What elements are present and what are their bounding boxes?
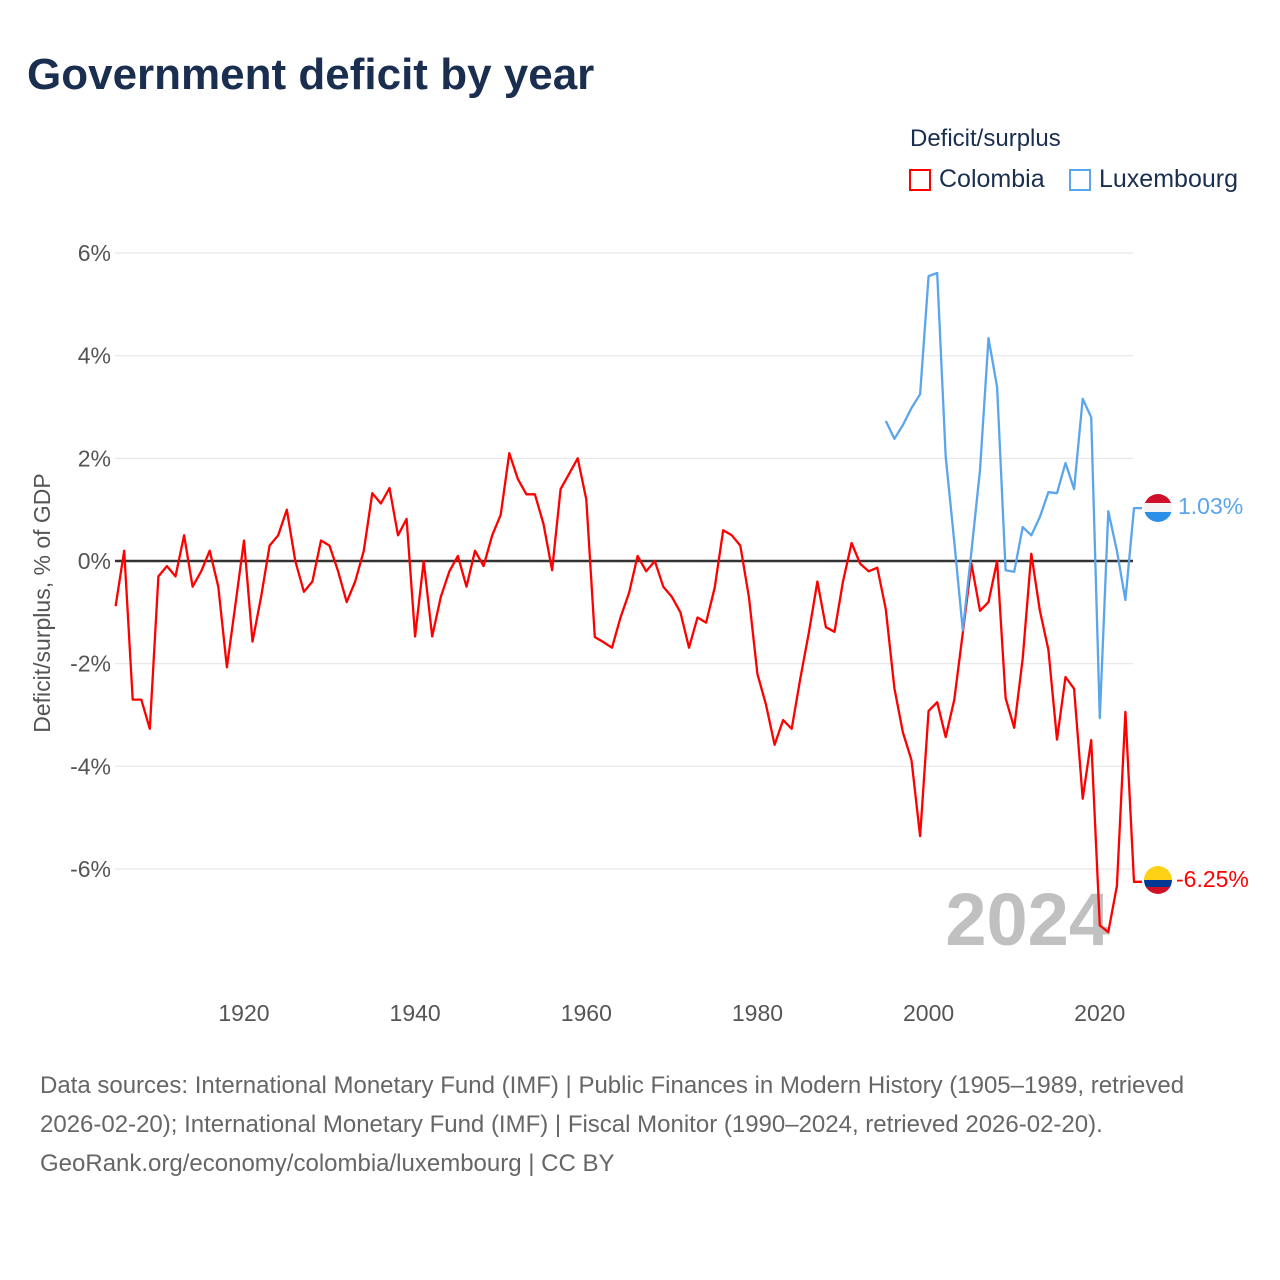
y-tick-label: -4% bbox=[70, 753, 111, 779]
y-axis-label: Deficit/surplus, % of GDP bbox=[29, 473, 55, 732]
luxembourg-end-label: 1.03% bbox=[1178, 493, 1243, 519]
y-tick-label: 0% bbox=[78, 548, 111, 574]
legend-label: Colombia bbox=[939, 165, 1045, 193]
legend-item-luxembourg[interactable]: Luxembourg bbox=[1069, 165, 1238, 194]
x-tick-label: 1940 bbox=[390, 1000, 441, 1026]
legend-swatch-luxembourg bbox=[1069, 168, 1091, 191]
x-tick-label: 1960 bbox=[561, 1000, 612, 1026]
chart-title: Government deficit by year bbox=[27, 50, 595, 99]
series-line-luxembourg bbox=[884, 271, 1142, 720]
credit-link[interactable]: GeoRank.org/economy/colombia/luxembourg … bbox=[40, 1150, 615, 1177]
plot-area: 6% 4% 2% 0% -2% -4% -6% 1920 1940 1960 1980 2000 202… bbox=[29, 240, 1249, 1026]
colombia-end-label: -6.25% bbox=[1176, 866, 1249, 892]
y-tick-label: 6% bbox=[78, 240, 111, 266]
footer: Data sources: International Monetary Fun… bbox=[40, 1066, 1250, 1183]
x-tick-label: 2000 bbox=[903, 1000, 954, 1026]
legend-item-colombia[interactable]: Colombia bbox=[909, 165, 1045, 194]
colombia-flag-icon bbox=[1144, 866, 1172, 894]
series-line-colombia bbox=[114, 452, 1142, 934]
x-tick-label: 1980 bbox=[732, 1000, 783, 1026]
x-tick-label: 1920 bbox=[218, 1000, 269, 1026]
legend-label: Luxembourg bbox=[1099, 165, 1238, 193]
y-tick-label: -2% bbox=[70, 651, 111, 677]
luxembourg-flag-icon bbox=[1144, 494, 1172, 522]
y-tick-label: 4% bbox=[78, 343, 111, 369]
legend-title: Deficit/surplus bbox=[910, 125, 1061, 152]
legend-swatch-colombia bbox=[909, 168, 931, 191]
x-tick-label: 2020 bbox=[1074, 1000, 1125, 1026]
y-tick-label: -6% bbox=[70, 856, 111, 882]
data-sources: Data sources: International Monetary Fun… bbox=[40, 1072, 1185, 1138]
year-watermark: 2024 bbox=[945, 878, 1110, 961]
y-tick-label: 2% bbox=[78, 445, 111, 471]
